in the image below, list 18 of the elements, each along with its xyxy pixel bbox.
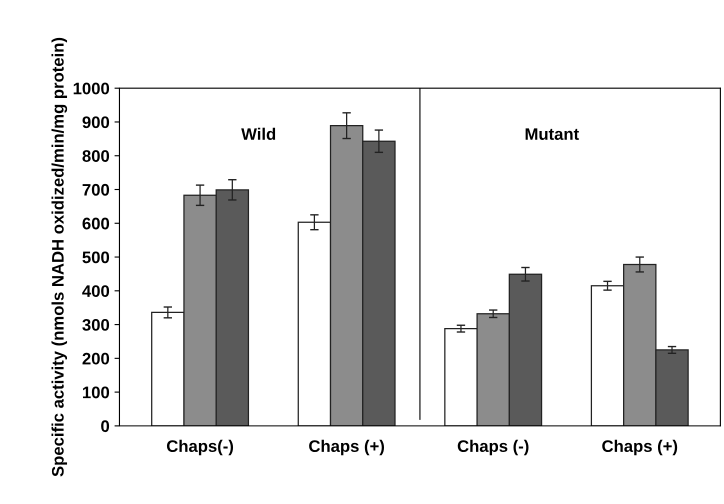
x-tick-label: Chaps (+) (309, 440, 384, 456)
annotation: Mutant (526, 128, 579, 140)
y-tick-label: 500 (82, 251, 110, 264)
y-tick-label: 800 (82, 150, 110, 162)
y-tick-label: 100 (82, 386, 110, 398)
y-tick-label: 600 (82, 218, 110, 230)
y-axis-title: Specific activity (nmols NADH oxidized/min/mg protein) (52, 38, 68, 476)
y-tick-label: 0 (101, 420, 110, 432)
y-tick-label: 1000 (74, 82, 110, 94)
y-tick-label: 700 (82, 184, 110, 196)
x-tick-label: Chaps (-) (458, 440, 528, 456)
annotation: Wild (241, 128, 276, 140)
y-tick-label: 400 (82, 285, 110, 298)
x-tick-label: Chaps(-) (166, 440, 234, 456)
y-tick-label: 900 (82, 116, 110, 128)
y-tick-label: 300 (82, 318, 110, 331)
x-tick-label: Chaps (+) (602, 440, 678, 456)
y-tick-label: 200 (82, 352, 110, 365)
